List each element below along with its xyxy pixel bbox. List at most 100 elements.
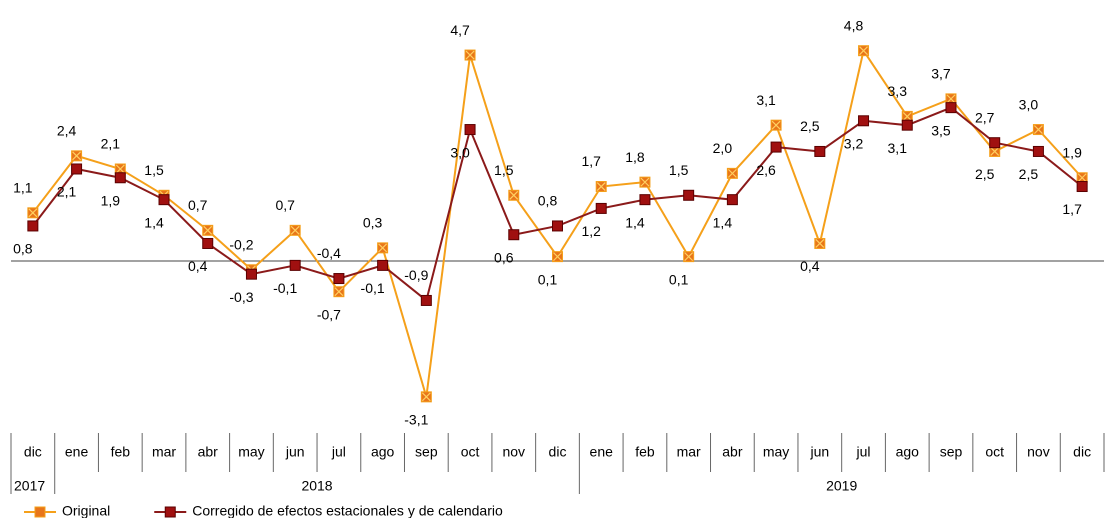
marker: [508, 229, 520, 241]
data-label: 3,1: [756, 92, 776, 108]
data-label: 0,4: [800, 258, 820, 274]
marker: [464, 124, 476, 136]
x-tick-label: ene: [590, 444, 614, 460]
data-label: 2,5: [975, 166, 995, 182]
marker: [945, 102, 957, 114]
x-tick-label: ago: [371, 444, 395, 460]
data-label: 2,0: [713, 140, 733, 156]
x-tick-label: dic: [24, 444, 42, 460]
x-tick-label: ago: [896, 444, 920, 460]
marker: [595, 202, 607, 214]
data-label: 1,9: [1062, 144, 1082, 160]
group-label: 2018: [301, 478, 332, 494]
data-label: 0,1: [669, 271, 689, 287]
data-label: 2,1: [101, 136, 121, 152]
marker: [27, 207, 39, 219]
marker: [639, 176, 651, 188]
x-tick-label: dic: [1073, 444, 1091, 460]
marker: [858, 45, 870, 57]
marker: [333, 273, 345, 285]
data-label: 1,9: [101, 192, 121, 208]
data-label: 2,7: [975, 109, 995, 125]
data-label: 3,2: [844, 135, 864, 151]
marker: [1032, 145, 1044, 157]
marker: [202, 224, 214, 236]
data-label: 0,7: [188, 197, 208, 213]
marker: [901, 119, 913, 131]
marker: [683, 251, 695, 263]
marker: [639, 194, 651, 206]
data-label: 4,8: [844, 17, 864, 33]
x-tick-label: may: [763, 444, 789, 460]
data-label: 0,4: [188, 258, 208, 274]
marker: [552, 220, 563, 232]
x-tick-label: may: [238, 444, 264, 460]
data-label: 4,7: [450, 22, 470, 38]
marker: [71, 163, 83, 175]
x-tick-label: jul: [856, 444, 871, 460]
data-label: 0,7: [275, 197, 295, 213]
legend-label: Corregido de efectos estacionales y de c…: [192, 503, 503, 518]
data-label: 0,6: [494, 249, 514, 265]
marker: [289, 224, 301, 236]
data-label: 2,5: [800, 118, 820, 134]
data-label: 2,6: [756, 162, 776, 178]
marker: [508, 189, 520, 201]
data-label: 1,5: [669, 162, 689, 178]
data-label: 3,0: [450, 144, 470, 160]
x-tick-label: oct: [985, 444, 1004, 460]
x-tick-label: ene: [65, 444, 89, 460]
data-label: 2,1: [57, 184, 77, 200]
data-label: 3,5: [931, 122, 951, 138]
data-label: -0,3: [229, 289, 253, 305]
data-label: 1,4: [713, 214, 733, 230]
data-label: 1,2: [581, 223, 601, 239]
data-label: 3,7: [931, 66, 951, 82]
group-label: 2019: [826, 478, 857, 494]
x-tick-label: abr: [722, 444, 743, 460]
data-label: 3,1: [888, 140, 908, 156]
marker: [114, 172, 126, 184]
data-label: 2,4: [57, 123, 77, 139]
marker: [420, 294, 432, 306]
x-tick-label: jul: [331, 444, 346, 460]
data-label: 1,5: [144, 162, 164, 178]
data-label: -0,1: [273, 280, 297, 296]
x-tick-label: jun: [809, 444, 829, 460]
data-label: 1,8: [625, 149, 645, 165]
x-tick-label: sep: [415, 444, 438, 460]
marker: [683, 189, 695, 201]
x-tick-label: sep: [940, 444, 963, 460]
marker: [858, 115, 870, 127]
data-label: 1,4: [144, 214, 164, 230]
data-label: -0,4: [317, 245, 341, 261]
marker: [814, 145, 826, 157]
data-label: -3,1: [404, 412, 428, 428]
data-label: 0,8: [13, 241, 33, 257]
marker: [1076, 181, 1088, 193]
marker: [770, 141, 782, 153]
x-tick-label: feb: [111, 444, 131, 460]
data-label: -0,2: [229, 236, 253, 252]
marker: [420, 391, 432, 403]
marker: [245, 268, 257, 280]
marker: [552, 251, 563, 263]
data-label: 3,0: [1019, 96, 1039, 112]
marker: [377, 242, 389, 254]
data-label: 1,7: [1062, 201, 1082, 217]
legend-label: Original: [62, 503, 110, 518]
x-tick-label: nov: [502, 444, 525, 460]
data-label: 0,1: [538, 271, 558, 287]
marker: [377, 259, 389, 271]
marker: [202, 237, 214, 249]
x-tick-label: mar: [677, 444, 701, 460]
data-label: 0,8: [538, 193, 558, 209]
marker: [1032, 124, 1044, 136]
data-label: 1,1: [13, 180, 33, 196]
legend-marker: [34, 506, 46, 518]
x-tick-label: nov: [1027, 444, 1050, 460]
marker: [814, 237, 826, 249]
data-label: -0,9: [404, 267, 428, 283]
marker: [595, 181, 607, 193]
